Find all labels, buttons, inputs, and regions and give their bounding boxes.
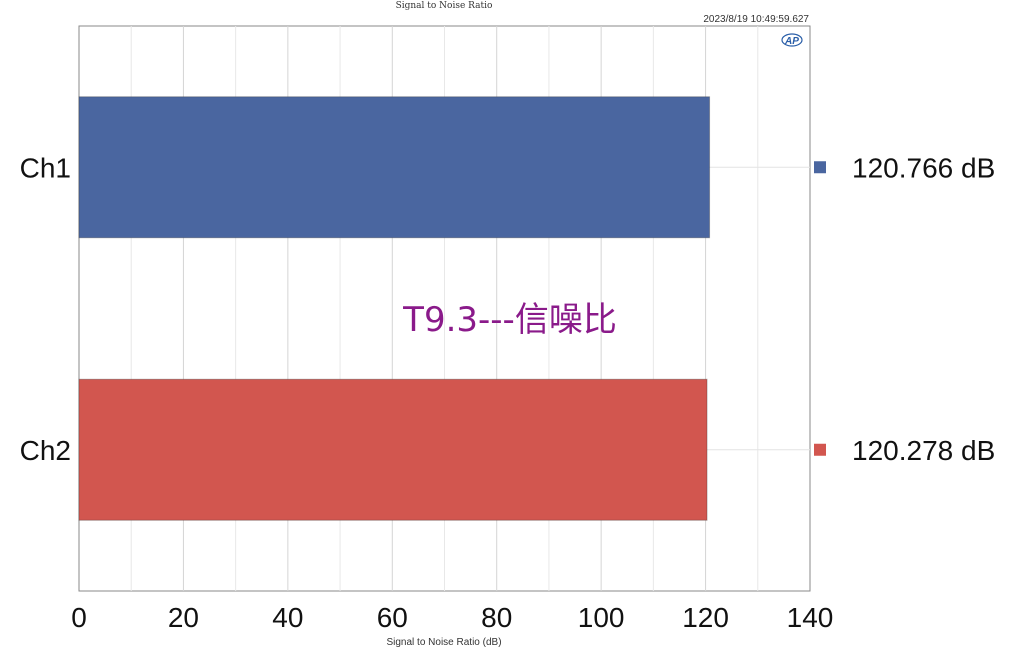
x-tick-60: 60 — [377, 602, 408, 633]
x-tick-40: 40 — [272, 602, 303, 633]
chart-timestamp: 2023/8/19 10:49:59.627 — [703, 14, 809, 25]
legend-value-ch2: 120.278 dB — [852, 435, 995, 466]
x-tick-100: 100 — [578, 602, 625, 633]
bar-ch1 — [78, 96, 711, 239]
category-labels: Ch1 Ch2 — [20, 152, 71, 466]
legend-swatch-ch1 — [814, 161, 826, 174]
x-tick-20: 20 — [168, 602, 199, 633]
x-tick-120: 120 — [682, 602, 729, 633]
x-axis-label: Signal to Noise Ratio (dB) — [386, 637, 501, 648]
legend: 120.766 dB 120.278 dB — [814, 152, 995, 466]
chart-title: Signal to Noise Ratio — [396, 1, 493, 11]
x-tick-0: 0 — [71, 602, 87, 633]
ap-logo-ring — [781, 33, 803, 47]
bars — [78, 96, 711, 521]
legend-swatch-ch2 — [814, 443, 826, 456]
ap-logo-text: AP — [784, 36, 799, 47]
bar-ch2 — [78, 378, 708, 521]
x-tick-140: 140 — [787, 602, 834, 633]
ap-logo: AP — [781, 33, 803, 47]
legend-value-ch1: 120.766 dB — [852, 152, 995, 183]
plot-area — [78, 25, 811, 592]
chart-annotation: T9.3---信噪比 — [402, 300, 617, 340]
category-label-ch2: Ch2 — [20, 435, 71, 466]
x-tick-labels: 0 20 40 60 80 100 120 140 — [71, 602, 833, 633]
category-label-ch1: Ch1 — [20, 152, 71, 183]
x-tick-80: 80 — [481, 602, 512, 633]
